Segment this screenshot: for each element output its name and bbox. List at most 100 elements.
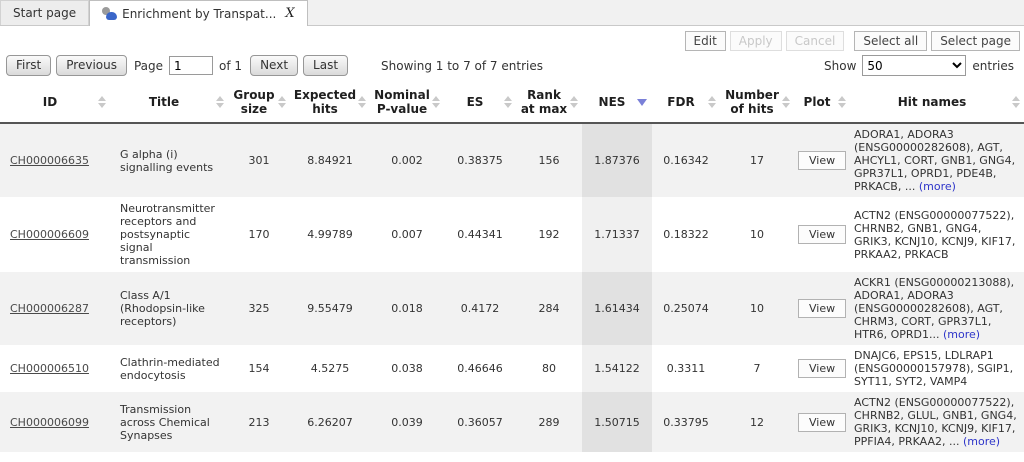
cell-es: 0.36057 — [457, 415, 503, 429]
column-header-hit-names[interactable]: Hit names — [850, 81, 1024, 124]
id-link[interactable]: CH000006099 — [10, 415, 89, 429]
cell-fdr: 0.18322 — [663, 228, 709, 241]
cell-title: Transmission across Chemical Synapses — [120, 402, 210, 442]
previous-page-button[interactable]: Previous — [56, 55, 127, 76]
view-plot-button[interactable]: View — [798, 412, 847, 432]
id-link[interactable]: CH000006609 — [10, 228, 89, 241]
view-plot-button[interactable]: View — [798, 359, 847, 378]
cell-nes: 1.61434 — [582, 272, 652, 345]
cell-number-of-hits: 12 — [750, 415, 764, 429]
edit-button[interactable]: Edit — [684, 31, 726, 51]
cell-group-size: 170 — [248, 228, 270, 241]
column-header-nominal-p-value[interactable]: Nominal P-value — [370, 81, 444, 124]
view-plot-button[interactable]: View — [798, 299, 847, 318]
cell-hit-names: ADORA1, ADORA3 (ENSG00000282608), AGT, A… — [850, 123, 1024, 197]
view-plot-button[interactable]: View — [798, 151, 847, 170]
cell-title: Class A/1 (Rhodopsin-like receptors) — [120, 289, 205, 328]
sort-icon — [708, 95, 717, 108]
cell-fdr: 0.16342 — [663, 154, 709, 167]
tab-enrichment[interactable]: Enrichment by Transpat... X — [89, 0, 308, 26]
last-page-button[interactable]: Last — [303, 55, 349, 76]
cell-title: Neurotransmitter receptors and postsynap… — [120, 202, 215, 267]
cell-expected-hits: 4.99789 — [307, 228, 353, 241]
cell-expected-hits: 8.84921 — [307, 154, 353, 167]
select-page-button[interactable]: Select page — [931, 31, 1020, 51]
sort-icon — [504, 95, 513, 108]
showing-entries-text: Showing 1 to 7 of 7 entries — [381, 58, 543, 73]
cell-number-of-hits: 7 — [753, 362, 761, 375]
hit-names-text: ADORA1, ADORA3 (ENSG00000282608), AGT, A… — [854, 128, 1016, 193]
cell-fdr: 0.25074 — [663, 302, 709, 315]
sort-icon — [216, 95, 225, 108]
column-header-plot[interactable]: Plot — [794, 81, 850, 124]
cell-nominal-p-value: 0.018 — [391, 302, 423, 315]
page-number-input[interactable] — [169, 56, 214, 75]
sort-icon — [432, 95, 441, 108]
column-header-group-size[interactable]: Group size — [228, 81, 290, 124]
sort-icon — [98, 95, 107, 108]
pagination-bar: First Previous Page of 1 Next Last Showi… — [0, 52, 1024, 81]
entries-label: entries — [972, 58, 1014, 73]
select-all-button[interactable]: Select all — [854, 31, 928, 51]
cell-expected-hits: 6.26207 — [307, 415, 353, 429]
sort-descending-icon — [637, 98, 647, 106]
sort-icon — [1012, 95, 1021, 108]
column-header-title[interactable]: Title — [110, 81, 228, 124]
table-body: CH000006635 G alpha (i) signalling event… — [0, 123, 1024, 452]
page-size-select[interactable]: 50 — [862, 55, 967, 76]
tab-enrichment-label: Enrichment by Transpat... — [122, 6, 277, 21]
cell-es: 0.44341 — [457, 228, 503, 241]
sort-icon — [358, 95, 367, 108]
edit-toolbar: Edit Apply Cancel Select all Select page — [0, 26, 1024, 52]
cell-rank-at-max: 289 — [538, 415, 560, 429]
view-plot-button[interactable]: View — [798, 225, 847, 244]
id-link[interactable]: CH000006287 — [10, 302, 89, 315]
cell-expected-hits: 4.5275 — [310, 362, 350, 375]
table-header-row: ID Title Group size Expected hits Nomina… — [0, 81, 1024, 124]
column-header-nes[interactable]: NES — [582, 81, 652, 124]
page-of-label: of 1 — [219, 58, 243, 73]
id-link[interactable]: CH000006635 — [10, 154, 89, 167]
enrichment-results-table: ID Title Group size Expected hits Nomina… — [0, 81, 1024, 452]
more-link[interactable]: (more) — [963, 435, 1001, 448]
enrichment-analysis-icon — [102, 7, 118, 20]
cell-es: 0.38375 — [457, 154, 503, 167]
table-row: CH000006609 Neurotransmitter receptors a… — [0, 197, 1024, 272]
cell-nominal-p-value: 0.038 — [391, 362, 423, 375]
column-header-es[interactable]: ES — [444, 81, 516, 124]
tab-close-icon[interactable]: X — [285, 6, 295, 21]
cell-nes: 1.87376 — [582, 123, 652, 197]
tab-bar: Start page Enrichment by Transpat... X — [0, 0, 1024, 26]
cell-hit-names: ACTN2 (ENSG00000077522), CHRNB2, GNB1, G… — [850, 197, 1024, 272]
column-header-expected-hits[interactable]: Expected hits — [290, 81, 370, 124]
cell-title: G alpha (i) signalling events — [120, 147, 214, 174]
id-link[interactable]: CH000006510 — [10, 362, 89, 375]
cell-number-of-hits: 10 — [750, 302, 764, 315]
table-row: CH000006635 G alpha (i) signalling event… — [0, 123, 1024, 197]
cell-rank-at-max: 80 — [542, 362, 556, 375]
cell-group-size: 154 — [248, 362, 270, 375]
cell-nominal-p-value: 0.039 — [391, 415, 423, 429]
column-header-id[interactable]: ID — [0, 81, 110, 124]
cell-group-size: 325 — [248, 302, 270, 315]
column-header-fdr[interactable]: FDR — [652, 81, 720, 124]
cell-es: 0.46646 — [457, 362, 503, 375]
sort-icon — [838, 95, 847, 108]
column-header-number-of-hits[interactable]: Number of hits — [720, 81, 794, 124]
tab-start-page[interactable]: Start page — [0, 0, 90, 25]
sort-icon — [278, 95, 287, 108]
apply-button[interactable]: Apply — [729, 31, 782, 51]
cancel-button[interactable]: Cancel — [785, 31, 845, 51]
cell-nes: 1.50715 — [582, 392, 652, 452]
cell-rank-at-max: 156 — [538, 154, 560, 167]
column-header-rank-at-max[interactable]: Rank at max — [516, 81, 582, 124]
table-row: CH000006510 Clathrin-mediated endocytosi… — [0, 345, 1024, 392]
more-link[interactable]: (more) — [943, 328, 981, 341]
cell-group-size: 213 — [248, 415, 270, 429]
cell-es: 0.4172 — [460, 302, 500, 315]
cell-hit-names: DNAJC6, EPS15, LDLRAP1 (ENSG00000157978)… — [850, 345, 1024, 392]
next-page-button[interactable]: Next — [250, 55, 299, 76]
first-page-button[interactable]: First — [6, 55, 52, 76]
more-link[interactable]: (more) — [918, 180, 956, 193]
cell-number-of-hits: 17 — [750, 154, 764, 167]
